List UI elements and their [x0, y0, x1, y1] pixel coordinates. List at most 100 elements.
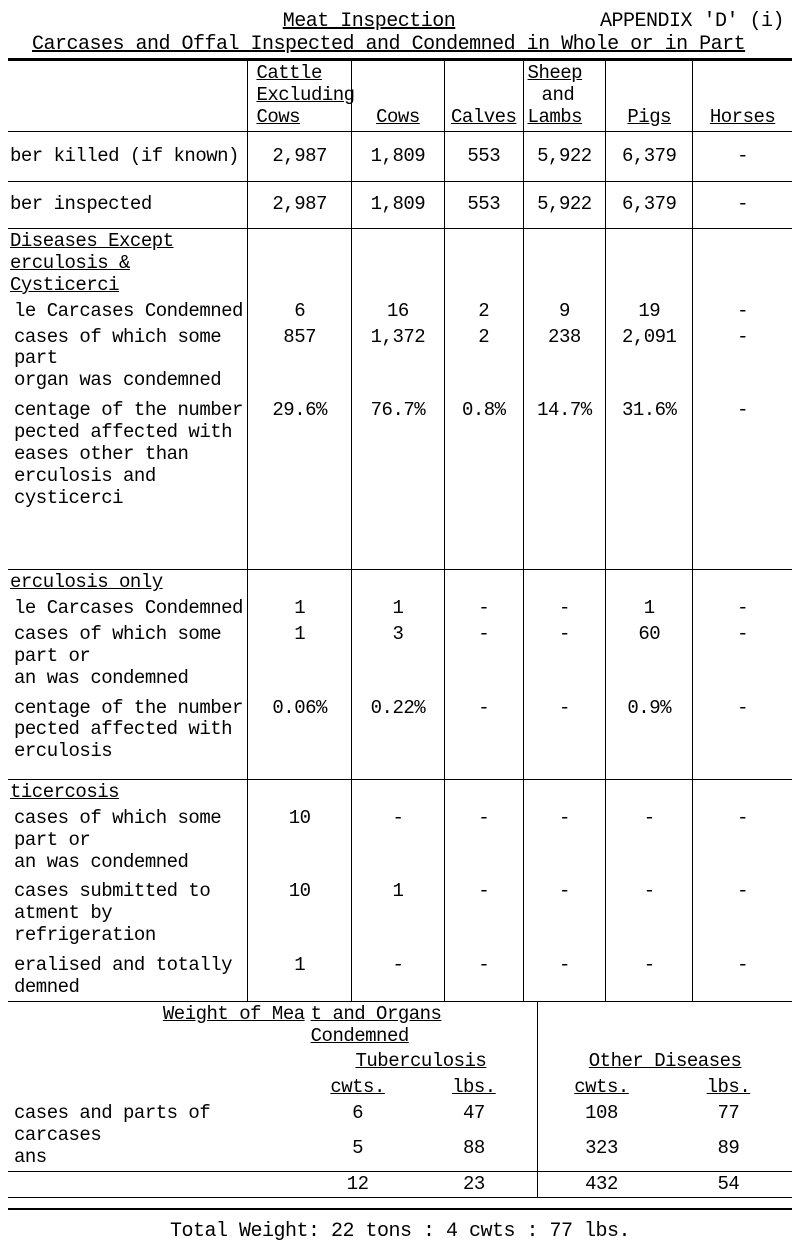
cell: 88 [411, 1136, 538, 1171]
cell: - [523, 806, 606, 876]
cell: 108 [538, 1101, 665, 1136]
header-calves: Calves [444, 60, 523, 132]
cell: - [523, 949, 606, 1001]
cell: - [444, 875, 523, 949]
cell: - [444, 596, 523, 622]
cell: - [693, 182, 792, 229]
cell: - [523, 596, 606, 622]
row-pct2-label: centage of the numberpected affected wit… [8, 692, 248, 780]
cell: - [523, 692, 606, 780]
cell: - [693, 596, 792, 622]
header-sheep: Sheep and Lambs [523, 60, 606, 132]
cell: 1 [248, 622, 351, 692]
cell: 31.6% [606, 394, 693, 570]
cell: 553 [444, 182, 523, 229]
cell: - [444, 806, 523, 876]
cell: - [606, 806, 693, 876]
cell: 1 [606, 596, 693, 622]
cell: 5,922 [523, 131, 606, 182]
row-carcases-label: cases and parts of carcasesans [8, 1101, 305, 1171]
cell: 60 [606, 622, 693, 692]
cell: - [444, 692, 523, 780]
cell-total: 23 [411, 1171, 538, 1198]
weight-table: Weight of Mea t and Organs Condemned Tub… [8, 1002, 792, 1211]
cell: 2 [444, 325, 523, 395]
cell: - [606, 875, 693, 949]
row-pct1-label: centage of the numberpected affected wit… [8, 394, 248, 570]
cell: - [523, 875, 606, 949]
subtitle: Carcases and Offal Inspected and Condemn… [8, 33, 792, 56]
cell: 5,922 [523, 182, 606, 229]
row-eral-label: eralised and totallydemned [8, 949, 248, 1001]
cell: 1 [351, 596, 444, 622]
cell: - [351, 949, 444, 1001]
section-erculosis-header: erculosis only [8, 570, 248, 596]
cell: 9 [523, 299, 606, 325]
cell: - [693, 806, 792, 876]
total-weight-line: Total Weight: 22 tons : 4 cwts : 77 lbs. [8, 1210, 792, 1243]
cell: 2 [444, 299, 523, 325]
cell: 1 [248, 596, 351, 622]
cell: 6,379 [606, 182, 693, 229]
cell: 1,372 [351, 325, 444, 395]
cell: 16 [351, 299, 444, 325]
header-cwts: cwts. [305, 1075, 411, 1101]
header-cattle: Cattle Excluding Cows [248, 60, 351, 132]
row-cases1-label: cases of which some partorgan was condem… [8, 325, 248, 395]
page-title: Meat Inspection [283, 10, 456, 33]
header-pigs: Pigs [606, 60, 693, 132]
cell: 1 [248, 949, 351, 1001]
cell: - [444, 949, 523, 1001]
cell: 5 [305, 1136, 411, 1171]
cell-total: 432 [538, 1171, 665, 1198]
row-le1-label: le Carcases Condemned [8, 299, 248, 325]
cell: 10 [248, 806, 351, 876]
cell: 238 [523, 325, 606, 395]
row-le2-label: le Carcases Condemned [8, 596, 248, 622]
cell: - [606, 949, 693, 1001]
cell: 2,091 [606, 325, 693, 395]
cell: - [693, 875, 792, 949]
cell: - [693, 394, 792, 570]
section-diseases-header: Diseases Except erculosis & Cysticerci [8, 229, 248, 299]
cell: 6,379 [606, 131, 693, 182]
cell: 76.7% [351, 394, 444, 570]
cell: - [693, 325, 792, 395]
cell: 10 [248, 875, 351, 949]
cell: - [523, 622, 606, 692]
header-lbs-2: lbs. [665, 1075, 792, 1101]
header-other-diseases: Other Diseases [538, 1049, 792, 1075]
cell: 1,809 [351, 182, 444, 229]
cell: - [693, 949, 792, 1001]
cell: - [444, 622, 523, 692]
row-killed-label: ber killed (if known) [8, 131, 248, 182]
cell: - [351, 806, 444, 876]
header-lbs: lbs. [411, 1075, 538, 1101]
cell: - [693, 299, 792, 325]
row-subm-label: cases submitted toatment by refrigeratio… [8, 875, 248, 949]
cell: 553 [444, 131, 523, 182]
cell: 19 [606, 299, 693, 325]
cell: - [693, 131, 792, 182]
cell: 47 [411, 1101, 538, 1136]
cell: 0.8% [444, 394, 523, 570]
main-table: Cattle Excluding Cows Cows Calves Sheep … [8, 58, 792, 1002]
cell-total: 54 [665, 1171, 792, 1198]
cell: 29.6% [248, 394, 351, 570]
cell: 2,987 [248, 182, 351, 229]
cell: 6 [305, 1101, 411, 1136]
header-cwts-2: cwts. [538, 1075, 665, 1101]
cell: 1,809 [351, 131, 444, 182]
cell: 1 [351, 875, 444, 949]
header-tuberculosis: Tuberculosis [305, 1049, 538, 1075]
row-inspected-label: ber inspected [8, 182, 248, 229]
header-cows: Cows [351, 60, 444, 132]
cell: 14.7% [523, 394, 606, 570]
cell: 0.22% [351, 692, 444, 780]
section-ticercosis-header: ticercosis [8, 780, 248, 806]
cell: - [693, 692, 792, 780]
cell: - [693, 622, 792, 692]
cell: 323 [538, 1136, 665, 1171]
cell-total: 12 [305, 1171, 411, 1198]
cell: 89 [665, 1136, 792, 1171]
